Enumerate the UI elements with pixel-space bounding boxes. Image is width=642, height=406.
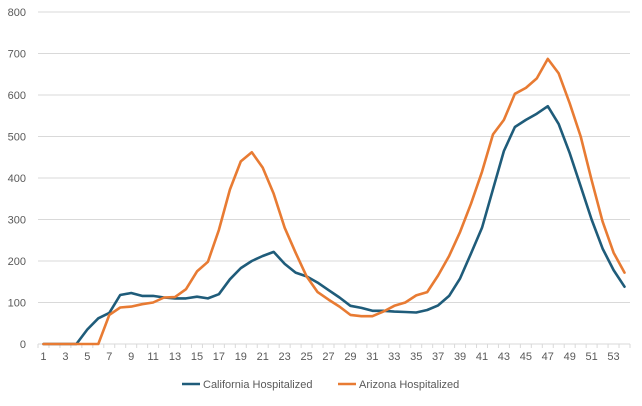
legend: California Hospitalized Arizona Hospitali… xyxy=(182,379,459,391)
x-tick-label: 31 xyxy=(366,351,378,363)
x-tick-label: 25 xyxy=(300,351,312,363)
x-tick-label: 17 xyxy=(213,351,225,363)
gridlines xyxy=(38,11,630,303)
x-tick-label: 37 xyxy=(432,351,444,363)
series-line-california xyxy=(42,104,626,346)
x-tick-label: 19 xyxy=(235,351,247,363)
x-tick-label: 47 xyxy=(542,351,554,363)
legend-label: California Hospitalized xyxy=(203,379,312,391)
y-tick-label: 800 xyxy=(8,7,26,19)
x-tick-label: 45 xyxy=(520,351,532,363)
series-line-arizona xyxy=(42,57,626,346)
x-tick-label: 49 xyxy=(564,351,576,363)
x-tick-label: 23 xyxy=(279,351,291,363)
y-tick-label: 600 xyxy=(8,90,26,102)
x-tick-label: 35 xyxy=(410,351,422,363)
x-tick-label: 9 xyxy=(128,351,134,363)
x-axis-tick-marks xyxy=(37,344,631,348)
x-tick-label: 29 xyxy=(344,351,356,363)
x-tick-label: 5 xyxy=(84,351,90,363)
x-tick-label: 15 xyxy=(191,351,203,363)
y-tick-label: 200 xyxy=(8,256,26,268)
y-axis-tick-labels: 0 100 200 300 400 500 600 700 800 xyxy=(8,7,26,351)
y-tick-label: 0 xyxy=(20,339,26,351)
x-tick-label: 51 xyxy=(586,351,598,363)
x-tick-label: 21 xyxy=(257,351,269,363)
x-tick-label: 1 xyxy=(40,351,46,363)
x-tick-label: 33 xyxy=(388,351,400,363)
x-tick-label: 13 xyxy=(169,351,181,363)
y-tick-label: 700 xyxy=(8,49,26,61)
y-tick-label: 300 xyxy=(8,215,26,227)
x-axis-tick-labels: 1 3 5 7 9 11 13 15 17 19 21 23 25 27 29 31 33 35 37 39 41 43 4… xyxy=(40,351,619,363)
y-tick-label: 100 xyxy=(8,298,26,310)
x-tick-label: 27 xyxy=(322,351,334,363)
x-tick-label: 39 xyxy=(454,351,466,363)
x-tick-label: 3 xyxy=(62,351,68,363)
x-tick-label: 11 xyxy=(147,351,158,363)
x-tick-label: 53 xyxy=(607,351,619,363)
legend-label: Arizona Hospitalized xyxy=(359,379,459,391)
x-tick-label: 41 xyxy=(476,351,488,363)
series-lines xyxy=(42,57,626,346)
y-tick-label: 500 xyxy=(8,132,26,144)
x-tick-label: 7 xyxy=(106,351,112,363)
x-tick-label: 43 xyxy=(498,351,510,363)
y-tick-label: 400 xyxy=(8,173,26,185)
